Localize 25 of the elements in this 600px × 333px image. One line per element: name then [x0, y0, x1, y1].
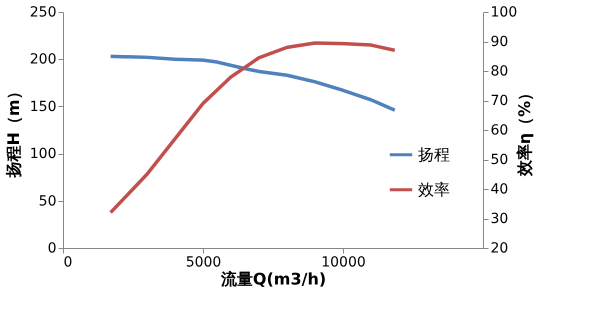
y-tick-label: 100: [30, 146, 56, 162]
y-axis-title: 扬程H（m）: [4, 83, 23, 179]
y-tick-label: 0: [48, 240, 56, 256]
x-axis-title: 流量Q(m3/h): [220, 270, 326, 288]
line-series: [108, 54, 397, 112]
line-series: [108, 41, 397, 214]
x-tick-label: 0: [64, 254, 72, 270]
legend-label: 扬程: [418, 144, 450, 164]
y2-tick-label: 40: [490, 182, 508, 198]
y2-tick-label: 70: [490, 93, 508, 109]
y2-tick-label: 90: [490, 34, 508, 50]
y2-tick-label: 30: [490, 211, 508, 227]
y-tick-label: 150: [30, 98, 56, 115]
y2-tick-label: 60: [490, 122, 508, 138]
y-tick-label: 50: [38, 193, 56, 210]
y-tick-label: 200: [30, 52, 56, 68]
x-tick-label: 5000: [186, 254, 222, 270]
x-tick-label: 10000: [321, 254, 366, 270]
y2-tick-label: 80: [490, 64, 508, 80]
legend-label: 效率: [418, 180, 450, 199]
y-tick-label: 250: [30, 4, 56, 20]
y2-tick-label: 20: [490, 240, 508, 256]
y2-tick-label: 50: [490, 152, 508, 168]
y2-axis-title: 效率η（%）: [515, 84, 534, 178]
y2-tick-label: 100: [490, 4, 518, 20]
